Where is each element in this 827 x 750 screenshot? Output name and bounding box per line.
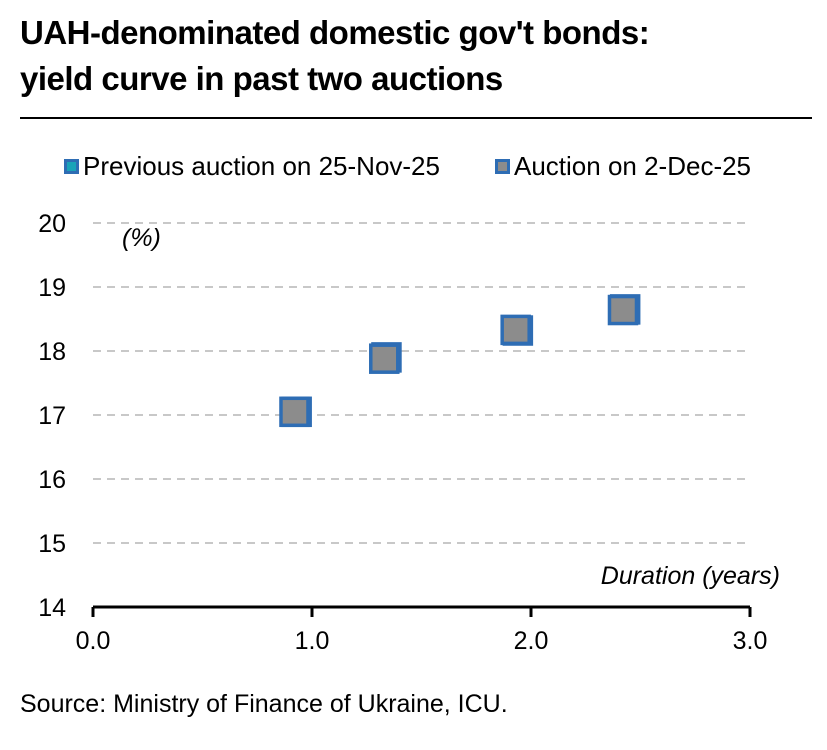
legend-label-current: Auction on 2-Dec-25: [514, 151, 752, 181]
y-tick-label-14: 14: [38, 594, 66, 622]
legend-item-current: Auction on 2-Dec-25: [495, 151, 751, 182]
x-tick-label-1.0: 1.0: [295, 627, 330, 655]
y-tick-label-15: 15: [38, 530, 66, 558]
x-axis-label: Duration (years): [601, 562, 780, 590]
legend: Previous auction on 25-Nov-25 Auction on…: [0, 151, 827, 185]
title-line-2: yield curve in past two auctions: [20, 60, 503, 97]
y-tick-label-17: 17: [38, 402, 66, 430]
legend-item-previous: Previous auction on 25-Nov-25: [64, 151, 440, 182]
marker-current-2: [369, 343, 400, 374]
source-note: Source: Ministry of Finance of Ukraine, …: [20, 690, 508, 718]
y-tick-label-16: 16: [38, 466, 66, 494]
y-tick-label-18: 18: [38, 338, 66, 366]
marker-current-1: [279, 396, 310, 428]
title-divider: [20, 117, 812, 119]
y-axis-label: (%): [122, 224, 161, 252]
y-tick-label-20: 20: [38, 210, 66, 238]
x-tick-label-2.0: 2.0: [514, 627, 549, 655]
chart-title: UAH-denominated domestic gov't bonds: yi…: [20, 10, 820, 102]
x-tick-label-0.0: 0.0: [76, 627, 111, 655]
x-tick-label-3.0: 3.0: [733, 627, 768, 655]
marker-current-4: [607, 294, 639, 326]
legend-swatch-current: [495, 159, 510, 174]
marker-current-3: [500, 314, 531, 346]
title-line-1: UAH-denominated domestic gov't bonds:: [20, 14, 650, 51]
y-tick-label-19: 19: [38, 274, 66, 302]
legend-swatch-previous: [64, 159, 79, 174]
legend-label-previous: Previous auction on 25-Nov-25: [83, 151, 440, 181]
